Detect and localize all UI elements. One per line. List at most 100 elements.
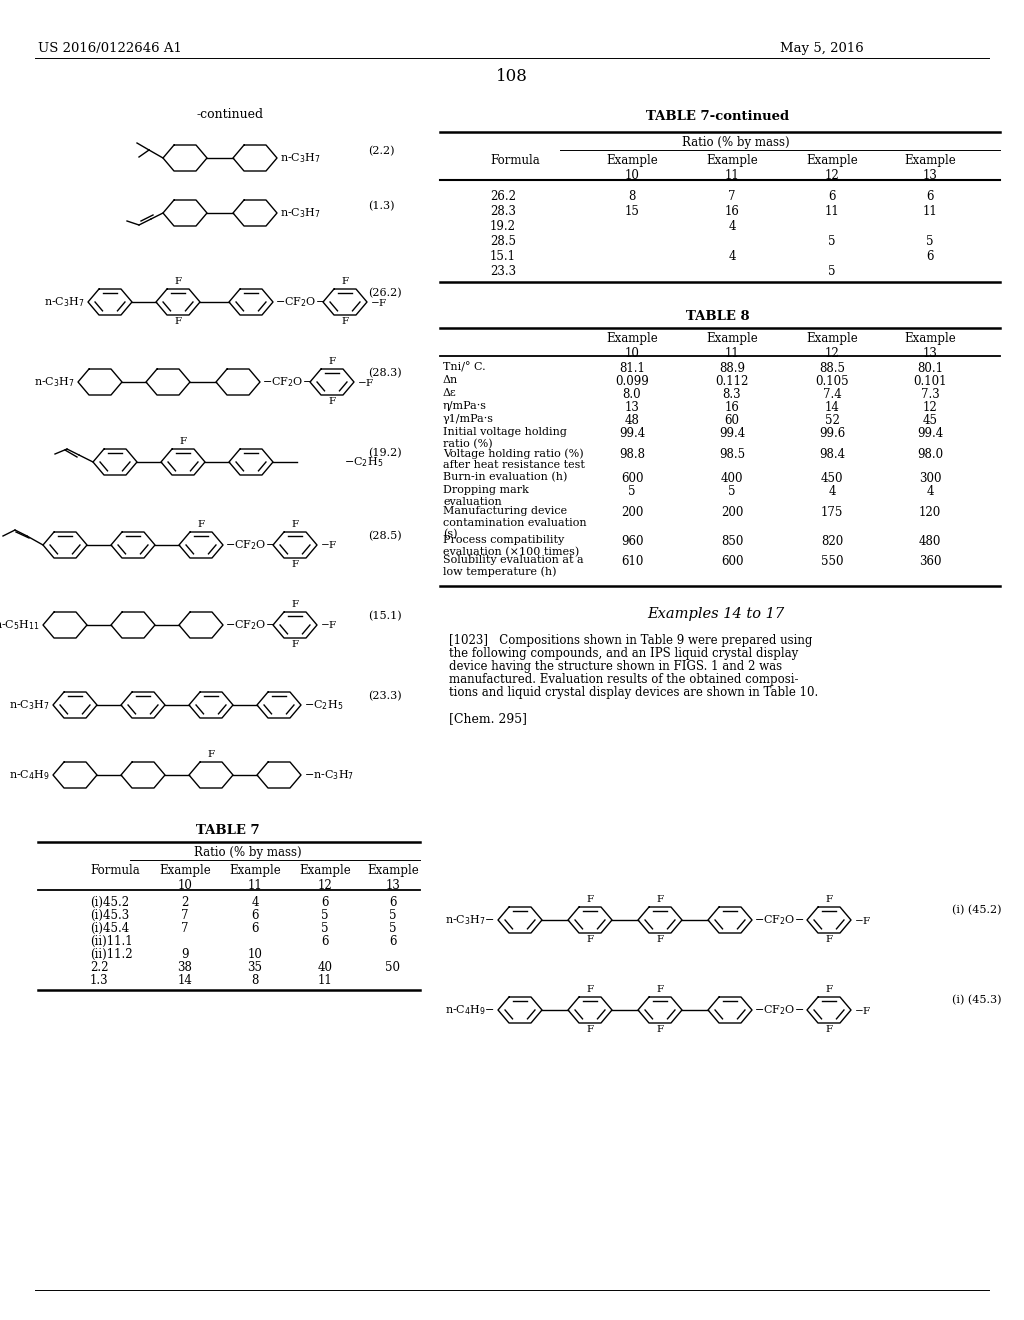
Text: $-$C$_2$H$_5$: $-$C$_2$H$_5$ xyxy=(304,698,343,711)
Text: Example
10: Example 10 xyxy=(606,154,657,182)
Text: Example
12: Example 12 xyxy=(299,865,351,892)
Text: 6: 6 xyxy=(927,249,934,263)
Text: (19.2): (19.2) xyxy=(368,447,401,458)
Text: (28.5): (28.5) xyxy=(368,531,401,541)
Text: Example
12: Example 12 xyxy=(806,333,858,360)
Text: $-$CF$_2$O$-$: $-$CF$_2$O$-$ xyxy=(262,375,312,389)
Text: $-$n-C$_3$H$_7$: $-$n-C$_3$H$_7$ xyxy=(304,768,354,781)
Text: (2.2): (2.2) xyxy=(368,147,394,156)
Text: Example
10: Example 10 xyxy=(159,865,211,892)
Text: Initial voltage holding
ratio (%): Initial voltage holding ratio (%) xyxy=(443,426,567,449)
Text: (ii)11.1: (ii)11.1 xyxy=(90,935,133,948)
Text: F: F xyxy=(341,277,348,286)
Text: (1.3): (1.3) xyxy=(368,201,394,211)
Text: 99.4: 99.4 xyxy=(618,426,645,440)
Text: 11: 11 xyxy=(317,974,333,987)
Text: 16: 16 xyxy=(725,401,739,414)
Text: 120: 120 xyxy=(919,506,941,519)
Text: 2: 2 xyxy=(181,896,188,909)
Text: (i) (45.2): (i) (45.2) xyxy=(952,906,1002,915)
Text: F: F xyxy=(825,1026,833,1034)
Text: 850: 850 xyxy=(721,535,743,548)
Text: 7: 7 xyxy=(181,921,188,935)
Text: TABLE 7: TABLE 7 xyxy=(197,824,260,837)
Text: 8: 8 xyxy=(629,190,636,203)
Text: $-$F: $-$F xyxy=(370,297,387,308)
Text: $-$F: $-$F xyxy=(319,619,338,631)
Text: n-C$_3$H$_7$: n-C$_3$H$_7$ xyxy=(280,206,321,220)
Text: (i)45.2: (i)45.2 xyxy=(90,896,129,909)
Text: 98.8: 98.8 xyxy=(618,447,645,461)
Text: F: F xyxy=(656,1026,664,1034)
Text: Example
11: Example 11 xyxy=(707,333,758,360)
Text: Example
10: Example 10 xyxy=(606,333,657,360)
Text: $-$CF$_2$O$-$: $-$CF$_2$O$-$ xyxy=(754,913,804,927)
Text: 5: 5 xyxy=(828,235,836,248)
Text: 16: 16 xyxy=(725,205,739,218)
Text: γ1/mPa·s: γ1/mPa·s xyxy=(443,414,494,424)
Text: Example
13: Example 13 xyxy=(904,333,955,360)
Text: 0.099: 0.099 xyxy=(615,375,649,388)
Text: n-C$_3$H$_7$$-$: n-C$_3$H$_7$$-$ xyxy=(445,913,495,927)
Text: 12: 12 xyxy=(923,401,937,414)
Text: 45: 45 xyxy=(923,414,938,426)
Text: Examples 14 to 17: Examples 14 to 17 xyxy=(647,607,784,620)
Text: 5: 5 xyxy=(322,909,329,921)
Text: 108: 108 xyxy=(496,69,528,84)
Text: 28.5: 28.5 xyxy=(490,235,516,248)
Text: TABLE 7-continued: TABLE 7-continued xyxy=(646,110,790,123)
Text: 600: 600 xyxy=(721,554,743,568)
Text: (23.3): (23.3) xyxy=(368,690,401,701)
Text: F: F xyxy=(656,895,664,904)
Text: -continued: -continued xyxy=(197,108,263,121)
Text: 23.3: 23.3 xyxy=(490,265,516,279)
Text: F: F xyxy=(341,317,348,326)
Text: F: F xyxy=(208,750,215,759)
Text: Ratio (% by mass): Ratio (% by mass) xyxy=(682,136,790,149)
Text: the following compounds, and an IPS liquid crystal display: the following compounds, and an IPS liqu… xyxy=(449,647,799,660)
Text: 6: 6 xyxy=(322,935,329,948)
Text: n-C$_4$H$_9$$-$: n-C$_4$H$_9$$-$ xyxy=(445,1003,495,1016)
Text: 360: 360 xyxy=(919,554,941,568)
Text: Example
11: Example 11 xyxy=(229,865,281,892)
Text: n-C$_3$H$_7$: n-C$_3$H$_7$ xyxy=(9,698,50,711)
Text: 40: 40 xyxy=(317,961,333,974)
Text: 28.3: 28.3 xyxy=(490,205,516,218)
Text: 820: 820 xyxy=(821,535,843,548)
Text: 88.5: 88.5 xyxy=(819,362,845,375)
Text: 13: 13 xyxy=(625,401,639,414)
Text: Ratio (% by mass): Ratio (% by mass) xyxy=(195,846,302,859)
Text: Example
11: Example 11 xyxy=(707,154,758,182)
Text: F: F xyxy=(329,397,336,407)
Text: 35: 35 xyxy=(248,961,262,974)
Text: 4: 4 xyxy=(728,249,736,263)
Text: 88.9: 88.9 xyxy=(719,362,745,375)
Text: n-C$_3$H$_7$: n-C$_3$H$_7$ xyxy=(44,296,85,309)
Text: 2.2: 2.2 xyxy=(90,961,109,974)
Text: 7.3: 7.3 xyxy=(921,388,939,401)
Text: 4: 4 xyxy=(728,220,736,234)
Text: n-C$_3$H$_7$: n-C$_3$H$_7$ xyxy=(34,375,75,389)
Text: F: F xyxy=(825,985,833,994)
Text: 99.4: 99.4 xyxy=(719,426,745,440)
Text: 26.2: 26.2 xyxy=(490,190,516,203)
Text: 5: 5 xyxy=(828,265,836,279)
Text: 6: 6 xyxy=(389,935,396,948)
Text: 7: 7 xyxy=(181,909,188,921)
Text: $-$CF$_2$O$-$: $-$CF$_2$O$-$ xyxy=(754,1003,804,1016)
Text: 81.1: 81.1 xyxy=(620,362,645,375)
Text: 5: 5 xyxy=(322,921,329,935)
Text: 11: 11 xyxy=(923,205,937,218)
Text: 200: 200 xyxy=(621,506,643,519)
Text: 15: 15 xyxy=(625,205,639,218)
Text: 960: 960 xyxy=(621,535,643,548)
Text: 0.105: 0.105 xyxy=(815,375,849,388)
Text: Formula: Formula xyxy=(490,154,540,168)
Text: Tni/° C.: Tni/° C. xyxy=(443,362,485,372)
Text: 8.3: 8.3 xyxy=(723,388,741,401)
Text: 1.3: 1.3 xyxy=(90,974,109,987)
Text: F: F xyxy=(179,437,186,446)
Text: Example
13: Example 13 xyxy=(368,865,419,892)
Text: 4: 4 xyxy=(828,484,836,498)
Text: $-$F: $-$F xyxy=(854,1005,871,1015)
